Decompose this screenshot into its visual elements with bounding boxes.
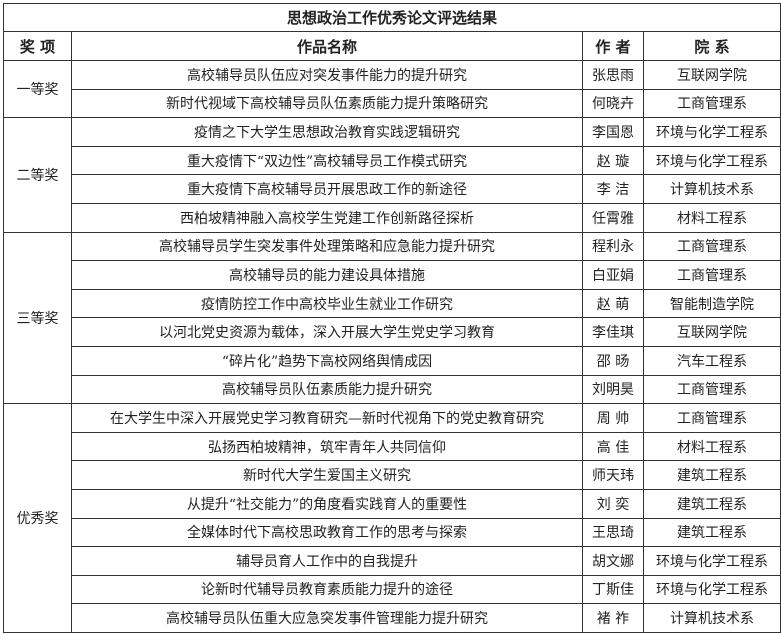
- author-name: 师天玮: [582, 460, 644, 490]
- table-body: 一等奖 高校辅导员队伍应对突发事件能力的提升研究 张思雨 互联网学院 新时代视域下高校辅…: [3, 59, 781, 633]
- department: 计算机技术系: [642, 174, 781, 204]
- work-title: 论新时代辅导员教育素质能力提升的途径: [71, 574, 583, 605]
- table-row: 新时代大学生爱国主义研究 师天玮 建筑工程系: [4, 460, 781, 490]
- department: 工商管理系: [642, 260, 781, 290]
- table-row: 疫情防控工作中高校毕业生就业工作研究赵 萌智能制造学院: [4, 288, 781, 319]
- table-row: 从提升“社交能力”的角度看实践育人的重要性刘 奕建筑工程系: [4, 488, 781, 519]
- table-row: 以河北党史资源为载体，深入开展大学生党史学习教育 李佳琪 互联网学院: [4, 317, 781, 347]
- table-row: 西柏坡精神融入高校学生党建工作创新路径探析 任霄雅 材料工程系: [4, 202, 781, 233]
- header-award: 奖 项: [3, 31, 72, 61]
- department: 材料工程系: [642, 202, 781, 233]
- department: 互联网学院: [642, 317, 781, 347]
- table-row: 优秀奖 在大学生中深入开展党史学习教育研究—新时代视角下的党史教育研究周 帅工商管…: [3, 403, 781, 633]
- work-title: 疫情之下大学生思想政治教育实践逻辑研究: [71, 117, 583, 147]
- work-title: “碎片化”趋势下高校网络舆情成因: [71, 345, 583, 376]
- work-title: 高校辅导员队伍重大应急突发事件管理能力提升研究: [71, 603, 583, 633]
- results-table: 思想政治工作优秀论文评选结果 奖 项 作品名称 作 者 院 系 一等奖 高校辅导员…: [2, 3, 781, 633]
- author-name: 胡文娜: [582, 546, 644, 576]
- author-name: 赵 萌: [582, 288, 644, 319]
- author-name: 周 帅: [582, 403, 644, 433]
- table-row: 全媒体时代下高校思政教育工作的思考与探索 王思琦 建筑工程系: [4, 517, 781, 548]
- department: 材料工程系: [642, 431, 781, 462]
- work-title: 新时代视域下高校辅导员队伍素质能力提升策略研究: [71, 88, 583, 119]
- award-level: 三等奖: [3, 231, 72, 405]
- department: 建筑工程系: [642, 460, 781, 490]
- award-level: 二等奖: [3, 117, 72, 233]
- department: 汽车工程系: [642, 345, 781, 376]
- table-title: 思想政治工作优秀论文评选结果: [2, 3, 781, 32]
- author-name: 刘 奕: [582, 488, 644, 519]
- header-work: 作品名称: [71, 31, 583, 61]
- work-title: 重大疫情下高校辅导员开展思政工作的新途径: [71, 174, 583, 204]
- department: 工商管理系: [642, 88, 781, 119]
- work-title: 新时代大学生爱国主义研究: [71, 460, 583, 490]
- department: 互联网学院: [642, 60, 781, 90]
- author-name: 丁斯佳: [582, 574, 644, 605]
- author-name: 李 洁: [582, 174, 644, 204]
- work-title: 西柏坡精神融入高校学生党建工作创新路径探析: [71, 202, 583, 233]
- department: 工商管理系: [642, 403, 781, 433]
- department: 智能制造学院: [642, 288, 781, 319]
- work-title: 高校辅导员队伍素质能力提升研究: [71, 374, 583, 405]
- table-row: 重大疫情下“双边性”高校辅导员工作模式研究赵 璇环境与化学工程系: [4, 145, 781, 176]
- work-title: 以河北党史资源为载体，深入开展大学生党史学习教育: [71, 317, 583, 347]
- author-name: 赵 璇: [582, 145, 644, 176]
- table-row: 新时代视域下高校辅导员队伍素质能力提升策略研究 何晓卉 工商管理系: [4, 88, 781, 119]
- author-name: 刘明昊: [582, 374, 644, 405]
- work-title: 重大疫情下“双边性”高校辅导员工作模式研究: [71, 145, 583, 176]
- author-name: 何晓卉: [582, 88, 644, 119]
- author-name: 褚 祚: [582, 603, 644, 633]
- table-row: 高校辅导员的能力建设具体措施 白亚娟 工商管理系: [4, 260, 781, 290]
- department: 计算机技术系: [642, 603, 781, 633]
- author-name: 任霄雅: [582, 202, 644, 233]
- department: 工商管理系: [642, 231, 781, 262]
- department: 建筑工程系: [642, 488, 781, 519]
- work-title: 高校辅导员队伍应对突发事件能力的提升研究: [71, 60, 583, 90]
- table-row: 一等奖 高校辅导员队伍应对突发事件能力的提升研究 张思雨 互联网学院: [3, 59, 781, 119]
- department: 建筑工程系: [642, 517, 781, 548]
- award-level: 一等奖: [3, 59, 72, 119]
- work-title: 全媒体时代下高校思政教育工作的思考与探索: [71, 517, 583, 548]
- author-name: 邵 旸: [582, 345, 644, 376]
- work-title: 疫情防控工作中高校毕业生就业工作研究: [71, 288, 583, 319]
- table-row: 高校辅导员队伍重大应急突发事件管理能力提升研究褚 祚计算机技术系: [4, 603, 781, 633]
- department: 环境与化学工程系: [642, 117, 781, 147]
- department: 环境与化学工程系: [642, 574, 781, 605]
- table-row: 辅导员育人工作中的自我提升 胡文娜 环境与化学工程系: [4, 546, 781, 576]
- table-row: “碎片化”趋势下高校网络舆情成因邵 旸汽车工程系: [4, 345, 781, 376]
- author-name: 李国恩: [582, 117, 644, 147]
- table-row: 三等奖 高校辅导员学生突发事件处理策略和应急能力提升研究 程利永 工商管理系: [3, 231, 781, 405]
- table-row: 二等奖 疫情之下大学生思想政治教育实践逻辑研究 李国恩 环境与化学工程系: [3, 117, 781, 233]
- department: 环境与化学工程系: [642, 145, 781, 176]
- author-name: 白亚娟: [582, 260, 644, 290]
- author-name: 程利永: [582, 231, 644, 262]
- table-row: 高校辅导员队伍素质能力提升研究 刘明昊 工商管理系: [4, 374, 781, 405]
- work-title: 弘扬西柏坡精神，筑牢青年人共同信仰: [71, 431, 583, 462]
- work-title: 辅导员育人工作中的自我提升: [71, 546, 583, 576]
- department: 环境与化学工程系: [642, 546, 781, 576]
- work-title: 高校辅导员学生突发事件处理策略和应急能力提升研究: [71, 231, 583, 262]
- work-title: 在大学生中深入开展党史学习教育研究—新时代视角下的党史教育研究: [71, 403, 583, 433]
- department: 工商管理系: [642, 374, 781, 405]
- author-name: 王思琦: [582, 517, 644, 548]
- header-dept: 院 系: [642, 31, 781, 61]
- author-name: 李佳琪: [582, 317, 644, 347]
- author-name: 张思雨: [582, 60, 644, 90]
- award-level: 优秀奖: [3, 403, 72, 633]
- work-title: 从提升“社交能力”的角度看实践育人的重要性: [71, 488, 583, 519]
- work-title: 高校辅导员的能力建设具体措施: [71, 260, 583, 290]
- author-name: 高 佳: [582, 431, 644, 462]
- table-row: 弘扬西柏坡精神，筑牢青年人共同信仰高 佳材料工程系: [4, 431, 781, 462]
- table-row: 论新时代辅导员教育素质能力提升的途径 丁斯佳 环境与化学工程系: [4, 574, 781, 605]
- header-author: 作 者: [582, 31, 644, 61]
- table-row: 重大疫情下高校辅导员开展思政工作的新途径李 洁计算机技术系: [4, 174, 781, 204]
